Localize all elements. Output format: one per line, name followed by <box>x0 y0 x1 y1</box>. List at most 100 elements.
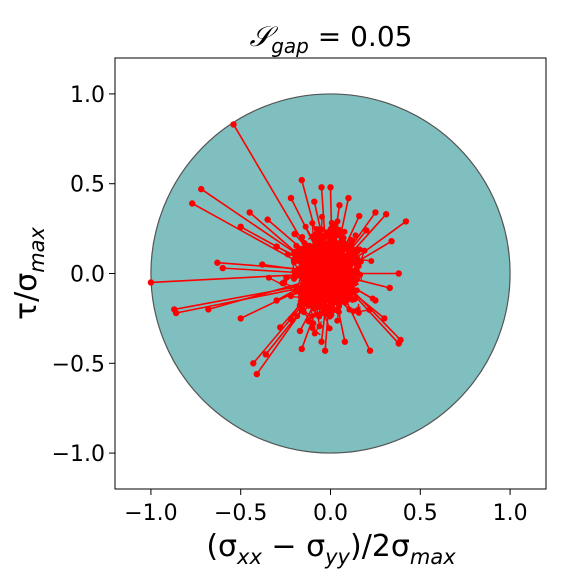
y-tick-label: 1.0 <box>70 83 105 108</box>
cluster-point <box>323 230 330 237</box>
data-point-16 <box>237 315 244 322</box>
x-tick-label: 0.5 <box>403 501 438 526</box>
cluster-point <box>309 325 316 332</box>
cluster-point <box>340 280 347 287</box>
cluster-segment <box>315 266 333 285</box>
cluster-point <box>361 247 368 254</box>
cluster-point <box>300 251 307 258</box>
cluster-point <box>341 291 348 298</box>
cluster-point <box>334 317 341 324</box>
cluster-point <box>293 242 300 249</box>
x-axis: −1.0 −0.5 0.0 0.5 1.0 <box>124 489 528 526</box>
data-point-6 <box>205 306 212 313</box>
data-point-23 <box>336 202 343 209</box>
data-point-1 <box>230 121 237 128</box>
data-point-15 <box>262 351 270 358</box>
cluster-point <box>326 257 333 264</box>
x-label-text: (σxx − σyy)/2σmax <box>206 529 456 569</box>
cluster-point <box>313 263 320 270</box>
cluster-point <box>337 270 344 277</box>
label-part: − σ <box>262 529 325 564</box>
cluster-point <box>301 260 308 267</box>
data-point-21 <box>318 184 325 191</box>
cluster-point <box>353 261 360 268</box>
cluster-point <box>348 279 355 286</box>
cluster-point <box>352 232 359 239</box>
data-point-41 <box>273 297 280 304</box>
cluster-point <box>354 276 361 283</box>
cluster-point <box>315 273 322 280</box>
cluster-point <box>341 228 348 235</box>
data-point-44 <box>363 227 370 234</box>
data-point-22 <box>311 198 318 205</box>
y-axis-label: τ/σmax <box>9 226 49 320</box>
cluster-point <box>347 284 354 291</box>
data-point-8 <box>219 264 226 272</box>
x-tick-label: −1.0 <box>124 501 177 526</box>
cluster-point <box>324 244 331 251</box>
y-tick-label: 0.0 <box>70 263 105 288</box>
y-tick-label: 0.5 <box>70 173 105 198</box>
cluster-segment <box>314 273 330 289</box>
cluster-point <box>301 245 308 252</box>
cluster-point <box>305 318 312 325</box>
cluster-point <box>311 330 318 337</box>
y-tick-label: −1.0 <box>52 442 105 467</box>
data-point-31 <box>395 270 402 277</box>
cluster-point <box>348 269 355 276</box>
cluster-point <box>321 264 328 271</box>
data-point-27 <box>372 209 379 216</box>
cluster-point <box>346 260 353 267</box>
label-part: τ/σ <box>9 273 44 320</box>
data-point-11 <box>264 216 271 223</box>
cluster-point <box>284 251 291 258</box>
cluster-point <box>340 254 347 261</box>
data-point-37 <box>321 347 329 354</box>
y-tick-label: −0.5 <box>52 352 105 377</box>
title-subscript: gap <box>271 34 309 58</box>
cluster-point <box>312 295 319 302</box>
data-point-43 <box>291 230 298 238</box>
cluster-point <box>335 229 342 236</box>
data-point-10 <box>246 209 253 216</box>
cluster-point <box>338 275 345 282</box>
label-part: )/2σ <box>350 529 410 564</box>
data-point-45 <box>259 261 266 268</box>
cluster-point <box>317 310 324 317</box>
data-point-9 <box>237 223 244 231</box>
data-point-25 <box>345 194 352 202</box>
cluster-point <box>299 234 306 241</box>
data-point-29 <box>402 218 410 225</box>
cluster-point <box>281 279 288 286</box>
cluster-point <box>332 278 339 285</box>
cluster-point <box>291 248 298 255</box>
cluster-point <box>326 313 333 320</box>
cluster-point <box>302 223 309 230</box>
data-point-12 <box>287 194 295 202</box>
cluster-segment <box>329 301 344 318</box>
cluster-point <box>315 255 322 262</box>
cluster-point <box>366 306 373 313</box>
cluster-point <box>328 296 335 303</box>
data-point-36 <box>341 338 349 345</box>
cluster-point <box>311 270 318 277</box>
cluster-point <box>321 292 328 299</box>
data-point-14 <box>253 370 261 378</box>
cluster-point <box>283 274 290 281</box>
cluster-point <box>354 248 361 255</box>
cluster-point <box>349 296 356 303</box>
cluster-point <box>309 220 316 227</box>
data-point-7 <box>214 259 221 266</box>
cluster-point <box>369 295 376 302</box>
data-point-3 <box>189 200 196 207</box>
data-point-13 <box>250 360 257 367</box>
cluster-point <box>355 309 362 316</box>
data-point-20 <box>298 176 305 184</box>
cluster-point <box>312 242 319 249</box>
cluster-point <box>294 313 301 320</box>
data-point-0 <box>147 279 155 286</box>
y-label-text: τ/σmax <box>9 226 49 320</box>
cluster-point <box>328 303 335 310</box>
data-point-28 <box>382 211 390 218</box>
data-point-38 <box>318 338 325 345</box>
